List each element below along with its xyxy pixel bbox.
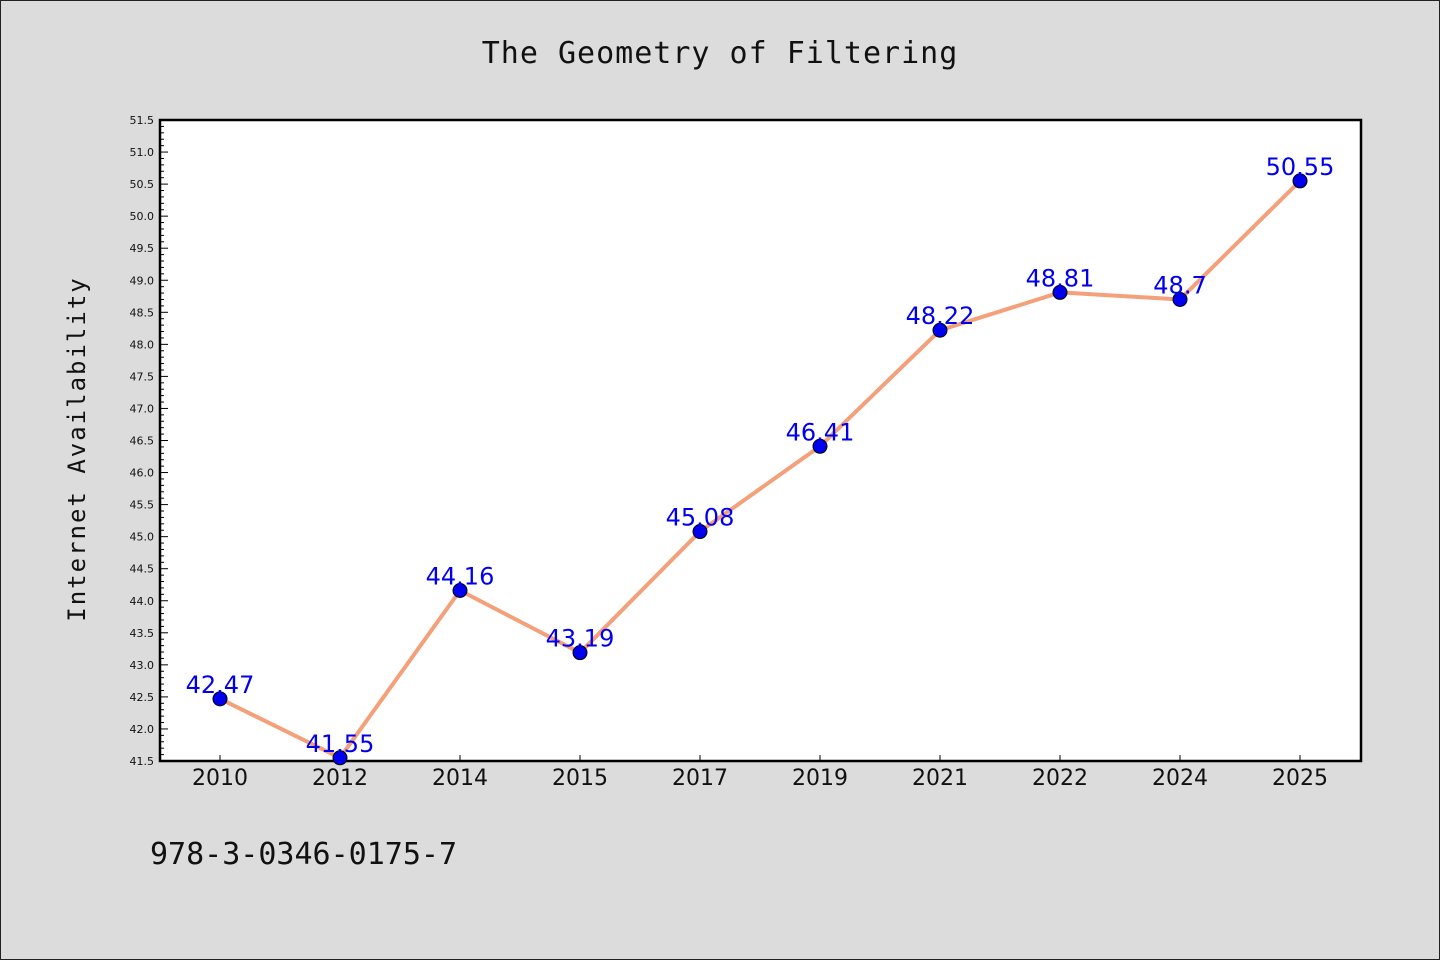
x-tick-label: 2015 bbox=[552, 766, 608, 791]
data-point bbox=[812, 438, 828, 454]
y-tick-label: 43.5 bbox=[130, 627, 155, 640]
y-tick-label: 50.5 bbox=[130, 178, 155, 191]
data-label: 45.08 bbox=[666, 504, 735, 532]
data-label: 48.7 bbox=[1153, 271, 1206, 299]
data-point bbox=[572, 645, 588, 661]
data-point bbox=[1052, 284, 1068, 300]
data-label: 43.19 bbox=[546, 625, 615, 653]
data-point bbox=[1172, 291, 1188, 307]
data-label: 50.55 bbox=[1266, 153, 1335, 181]
y-tick-label: 42.5 bbox=[130, 691, 155, 704]
data-label: 48.81 bbox=[1026, 264, 1095, 292]
y-tick-label: 51.0 bbox=[130, 146, 155, 159]
y-tick-label: 49.0 bbox=[130, 274, 155, 287]
y-tick-label: 47.0 bbox=[130, 402, 155, 415]
series-line bbox=[219, 179, 1302, 760]
y-tick-label: 43.0 bbox=[130, 659, 155, 672]
y-tick-label: 48.5 bbox=[130, 306, 155, 319]
plot-area bbox=[158, 118, 1363, 763]
y-tick-label: 49.5 bbox=[130, 242, 155, 255]
y-tick-label: 45.5 bbox=[130, 499, 155, 512]
y-tick-label: 45.0 bbox=[130, 531, 155, 544]
y-axis-label: Internet Availability bbox=[63, 276, 91, 621]
y-tick-label: 48.0 bbox=[130, 338, 155, 351]
x-tick-label: 2019 bbox=[792, 766, 848, 791]
data-label: 42.47 bbox=[186, 671, 255, 699]
y-tick-label: 42.0 bbox=[130, 723, 155, 736]
data-point bbox=[932, 322, 948, 338]
y-tick-label: 44.0 bbox=[130, 595, 155, 608]
y-tick-label: 46.5 bbox=[130, 435, 155, 448]
data-point bbox=[692, 524, 708, 540]
data-point bbox=[452, 582, 468, 598]
x-axis: 2010 2012 2014 2015 2017 2019 2021 2022 2024 2025 bbox=[192, 755, 1328, 791]
y-axis: 41.5 42.0 42.5 43.0 43.5 44.0 44.5 45.0 45.5 46.0… bbox=[130, 114, 168, 768]
data-point bbox=[212, 691, 228, 707]
x-tick-label: 2017 bbox=[672, 766, 728, 791]
data-label: 48.22 bbox=[906, 302, 975, 330]
x-tick-label: 2021 bbox=[912, 766, 968, 791]
data-point bbox=[332, 750, 348, 766]
x-tick-label: 2014 bbox=[432, 766, 488, 791]
y-tick-label: 47.5 bbox=[130, 370, 155, 383]
y-tick-label: 46.0 bbox=[130, 467, 155, 480]
x-tick-label: 2012 bbox=[312, 766, 368, 791]
x-tick-label: 2010 bbox=[192, 766, 248, 791]
y-tick-label: 44.5 bbox=[130, 563, 155, 576]
y-tick-label: 41.5 bbox=[130, 755, 155, 768]
data-point bbox=[1292, 173, 1308, 189]
y-tick-label: 51.5 bbox=[130, 114, 155, 127]
y-tick-label: 50.0 bbox=[130, 210, 155, 223]
isbn-label: 978-3-0346-0175-7 bbox=[150, 837, 457, 872]
data-label: 44.16 bbox=[426, 562, 495, 590]
x-tick-label: 2025 bbox=[1272, 766, 1328, 791]
x-tick-label: 2022 bbox=[1032, 766, 1088, 791]
data-label: 46.41 bbox=[786, 418, 855, 446]
chart-title: The Geometry of Filtering bbox=[482, 36, 959, 71]
data-label: 41.55 bbox=[306, 730, 375, 758]
series-layer: 42.47 41.55 44.16 43.19 45.08 46.41 48.22 48.81… bbox=[186, 153, 1335, 766]
x-tick-label: 2024 bbox=[1152, 766, 1208, 791]
